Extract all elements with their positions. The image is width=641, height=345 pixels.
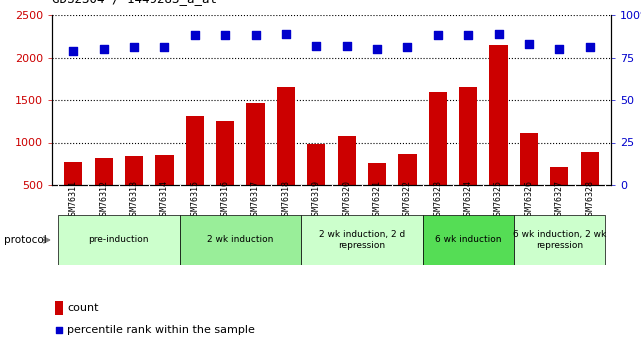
Text: 6 wk induction: 6 wk induction [435,236,501,245]
Text: protocol: protocol [4,235,47,245]
Text: 6 wk induction, 2 wk
repression: 6 wk induction, 2 wk repression [513,230,606,250]
Text: GSM76317: GSM76317 [251,180,260,220]
Text: GSM76321: GSM76321 [372,180,381,220]
Point [433,33,443,38]
Text: 2 wk induction, 2 d
repression: 2 wk induction, 2 d repression [319,230,405,250]
Bar [94,158,113,227]
Text: GSM76316: GSM76316 [221,180,229,220]
Text: 2 wk induction: 2 wk induction [207,236,274,245]
Text: GSM76326: GSM76326 [524,180,533,220]
Bar [398,154,417,227]
Bar [301,215,422,265]
Bar [514,215,605,265]
Bar [520,133,538,227]
Point [220,33,230,38]
Text: GSM76327: GSM76327 [555,180,564,220]
Point [311,43,321,48]
Bar [368,163,386,227]
Point [342,43,352,48]
Point [54,327,64,333]
Point [403,45,413,50]
Text: count: count [67,303,99,313]
Point [463,33,473,38]
Bar [216,121,234,227]
Text: GDS2304 / 1449283_a_at: GDS2304 / 1449283_a_at [52,0,217,5]
Point [129,45,139,50]
Bar [581,152,599,227]
Text: GSM76323: GSM76323 [433,180,442,220]
Bar [429,91,447,227]
Bar [179,215,301,265]
Bar [307,144,326,227]
Text: GSM76319: GSM76319 [312,180,320,220]
Bar [55,301,63,315]
Bar [64,161,83,227]
Point [99,46,109,52]
Bar [277,87,295,227]
Text: GSM76325: GSM76325 [494,180,503,220]
Point [554,46,565,52]
Point [68,48,78,53]
Text: percentile rank within the sample: percentile rank within the sample [67,325,255,335]
Text: GSM76312: GSM76312 [99,180,108,220]
Point [524,41,534,47]
Bar [155,155,174,227]
Bar [490,45,508,227]
Text: GSM76315: GSM76315 [190,180,199,220]
Text: GSM76313: GSM76313 [129,180,138,220]
Bar [550,167,569,227]
Bar [246,104,265,227]
Text: GSM76311: GSM76311 [69,180,78,220]
Point [281,31,291,37]
Text: GSM76322: GSM76322 [403,180,412,220]
Bar [58,215,179,265]
Bar [125,156,143,227]
Text: GSM76328: GSM76328 [585,180,594,220]
Text: pre-induction: pre-induction [88,236,149,245]
Point [585,45,595,50]
Text: GSM76320: GSM76320 [342,180,351,220]
Point [159,45,169,50]
Text: GSM76314: GSM76314 [160,180,169,220]
Bar [186,116,204,227]
Point [372,46,382,52]
Point [251,33,261,38]
Text: GSM76318: GSM76318 [281,180,290,220]
Text: GSM76324: GSM76324 [463,180,472,220]
Bar [338,136,356,227]
Bar [422,215,514,265]
Point [494,31,504,37]
Point [190,33,200,38]
Bar [459,87,478,227]
